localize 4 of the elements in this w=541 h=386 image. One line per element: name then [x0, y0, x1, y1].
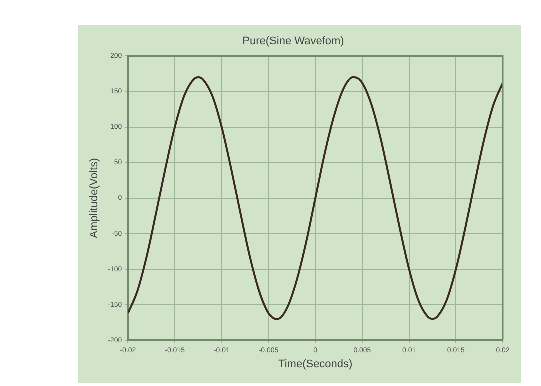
chart-title: Pure(Sine Wavefom): [242, 36, 344, 48]
y-axis-title: Amplitude(Volts): [88, 158, 101, 238]
line-series: [128, 76, 503, 320]
x-axis-title: Time(Seconds): [278, 358, 353, 370]
